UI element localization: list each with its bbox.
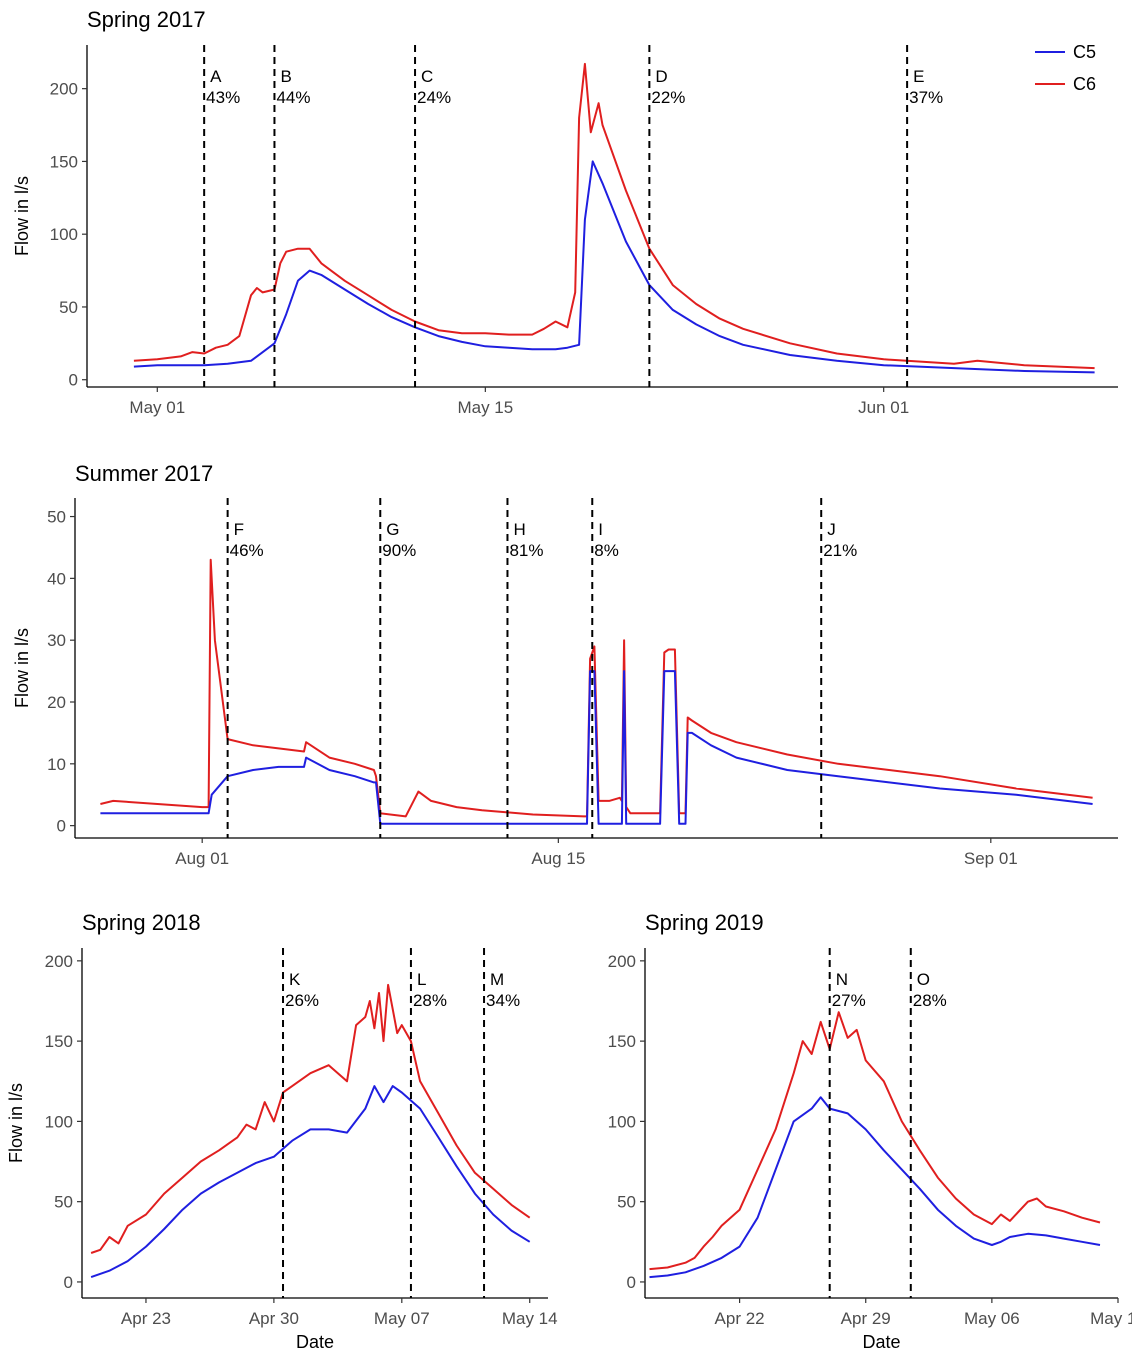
x-tick-label: May 14 <box>502 1309 558 1328</box>
x-tick-label: Apr 29 <box>841 1309 891 1328</box>
y-tick-label: 150 <box>608 1032 636 1051</box>
event-marker-letter: J <box>827 520 836 539</box>
y-tick-label: 100 <box>608 1112 636 1131</box>
event-marker-letter: D <box>655 67 667 86</box>
y-tick-label: 0 <box>64 1273 73 1292</box>
series-line-c5 <box>133 160 1095 374</box>
y-tick-label: 20 <box>47 693 66 712</box>
y-tick-label: 10 <box>47 755 66 774</box>
series-line-c5 <box>90 1085 531 1279</box>
x-tick-label: Apr 23 <box>121 1309 171 1328</box>
y-axis-label: Flow in l/s <box>12 176 32 256</box>
y-tick-label: 50 <box>47 508 66 527</box>
legend: C5 C6 <box>1035 42 1096 94</box>
panel-3: Spring 2018 0 50 100 150 200 Apr 23 Apr 30 May 0… <box>6 910 558 1352</box>
y-tick-label: 200 <box>608 952 636 971</box>
x-axis-label: Date <box>296 1332 334 1352</box>
event-marker-letter: M <box>490 970 504 989</box>
x-axis-label: Date <box>862 1332 900 1352</box>
y-tick-label: 0 <box>57 817 66 836</box>
panel-4: Spring 2019 0 50 100 150 200 Apr 22 Apr 29 May 0… <box>608 910 1132 1352</box>
event-marker-letter: A <box>210 67 222 86</box>
y-tick-label: 50 <box>54 1193 73 1212</box>
legend-label-c6: C6 <box>1073 74 1096 94</box>
event-marker-letter: O <box>917 970 930 989</box>
panel-title: Spring 2018 <box>82 910 201 935</box>
y-axis-label: Flow in l/s <box>6 1083 26 1163</box>
event-marker-percent: 44% <box>276 88 310 107</box>
event-marker-percent: 27% <box>832 991 866 1010</box>
y-tick-label: 40 <box>47 569 66 588</box>
event-marker-percent: 37% <box>909 88 943 107</box>
event-marker-percent: 81% <box>509 541 543 560</box>
panel-title: Summer 2017 <box>75 461 213 486</box>
panel-title: Spring 2019 <box>645 910 764 935</box>
event-marker-percent: 28% <box>413 991 447 1010</box>
x-tick-label: Apr 30 <box>249 1309 299 1328</box>
y-tick-label: 200 <box>45 952 73 971</box>
y-tick-label: 200 <box>50 80 78 99</box>
event-marker-letter: N <box>836 970 848 989</box>
legend-label-c5: C5 <box>1073 42 1096 62</box>
event-marker-percent: 90% <box>382 541 416 560</box>
event-marker-percent: 26% <box>285 991 319 1010</box>
y-tick-label: 30 <box>47 631 66 650</box>
x-tick-label: May 01 <box>129 398 185 417</box>
x-tick-label: May 07 <box>374 1309 430 1328</box>
event-marker-percent: 46% <box>230 541 264 560</box>
event-marker-percent: 22% <box>651 88 685 107</box>
event-marker-letter: I <box>598 520 603 539</box>
x-tick-label: Aug 01 <box>175 849 229 868</box>
x-tick-label: Apr 22 <box>715 1309 765 1328</box>
event-marker-letter: E <box>913 67 924 86</box>
event-marker-percent: 43% <box>206 88 240 107</box>
event-marker-letter: C <box>421 67 433 86</box>
x-tick-label: Sep 01 <box>964 849 1018 868</box>
series-line-c6 <box>90 983 531 1254</box>
event-marker-percent: 24% <box>417 88 451 107</box>
event-marker-percent: 28% <box>913 991 947 1010</box>
x-tick-label: Aug 15 <box>531 849 585 868</box>
y-tick-label: 0 <box>69 371 78 390</box>
series-line-c5 <box>649 1096 1101 1279</box>
event-marker-letter: F <box>234 520 244 539</box>
x-tick-label: Jun 01 <box>858 398 909 417</box>
y-tick-label: 150 <box>45 1032 73 1051</box>
event-marker-percent: 8% <box>594 541 619 560</box>
event-marker-letter: G <box>386 520 399 539</box>
series-line-c5 <box>100 670 1093 825</box>
y-tick-label: 50 <box>59 298 78 317</box>
event-marker-letter: B <box>280 67 291 86</box>
panel-title: Spring 2017 <box>87 7 206 32</box>
event-marker-letter: H <box>513 520 525 539</box>
event-marker-letter: K <box>289 970 301 989</box>
series-line-c6 <box>649 1011 1101 1271</box>
event-marker-percent: 34% <box>486 991 520 1010</box>
y-tick-label: 100 <box>50 225 78 244</box>
x-tick-label: May 13 <box>1090 1309 1132 1328</box>
y-tick-label: 100 <box>45 1112 73 1131</box>
x-tick-label: May 06 <box>964 1309 1020 1328</box>
series-line-c6 <box>133 62 1095 370</box>
series-line-c6 <box>100 558 1093 818</box>
y-tick-label: 0 <box>627 1273 636 1292</box>
event-marker-letter: L <box>417 970 426 989</box>
y-tick-label: 50 <box>617 1193 636 1212</box>
event-marker-percent: 21% <box>823 541 857 560</box>
y-tick-label: 150 <box>50 152 78 171</box>
panel-1: Spring 2017 0 50 100 150 200 May 01 May 15 Jun 0… <box>12 7 1118 417</box>
x-tick-label: May 15 <box>457 398 513 417</box>
panel-2: Summer 2017 0 10 20 30 40 50 Aug 01 Aug 15 Sep 01… <box>12 461 1118 868</box>
y-axis-label: Flow in l/s <box>12 628 32 708</box>
